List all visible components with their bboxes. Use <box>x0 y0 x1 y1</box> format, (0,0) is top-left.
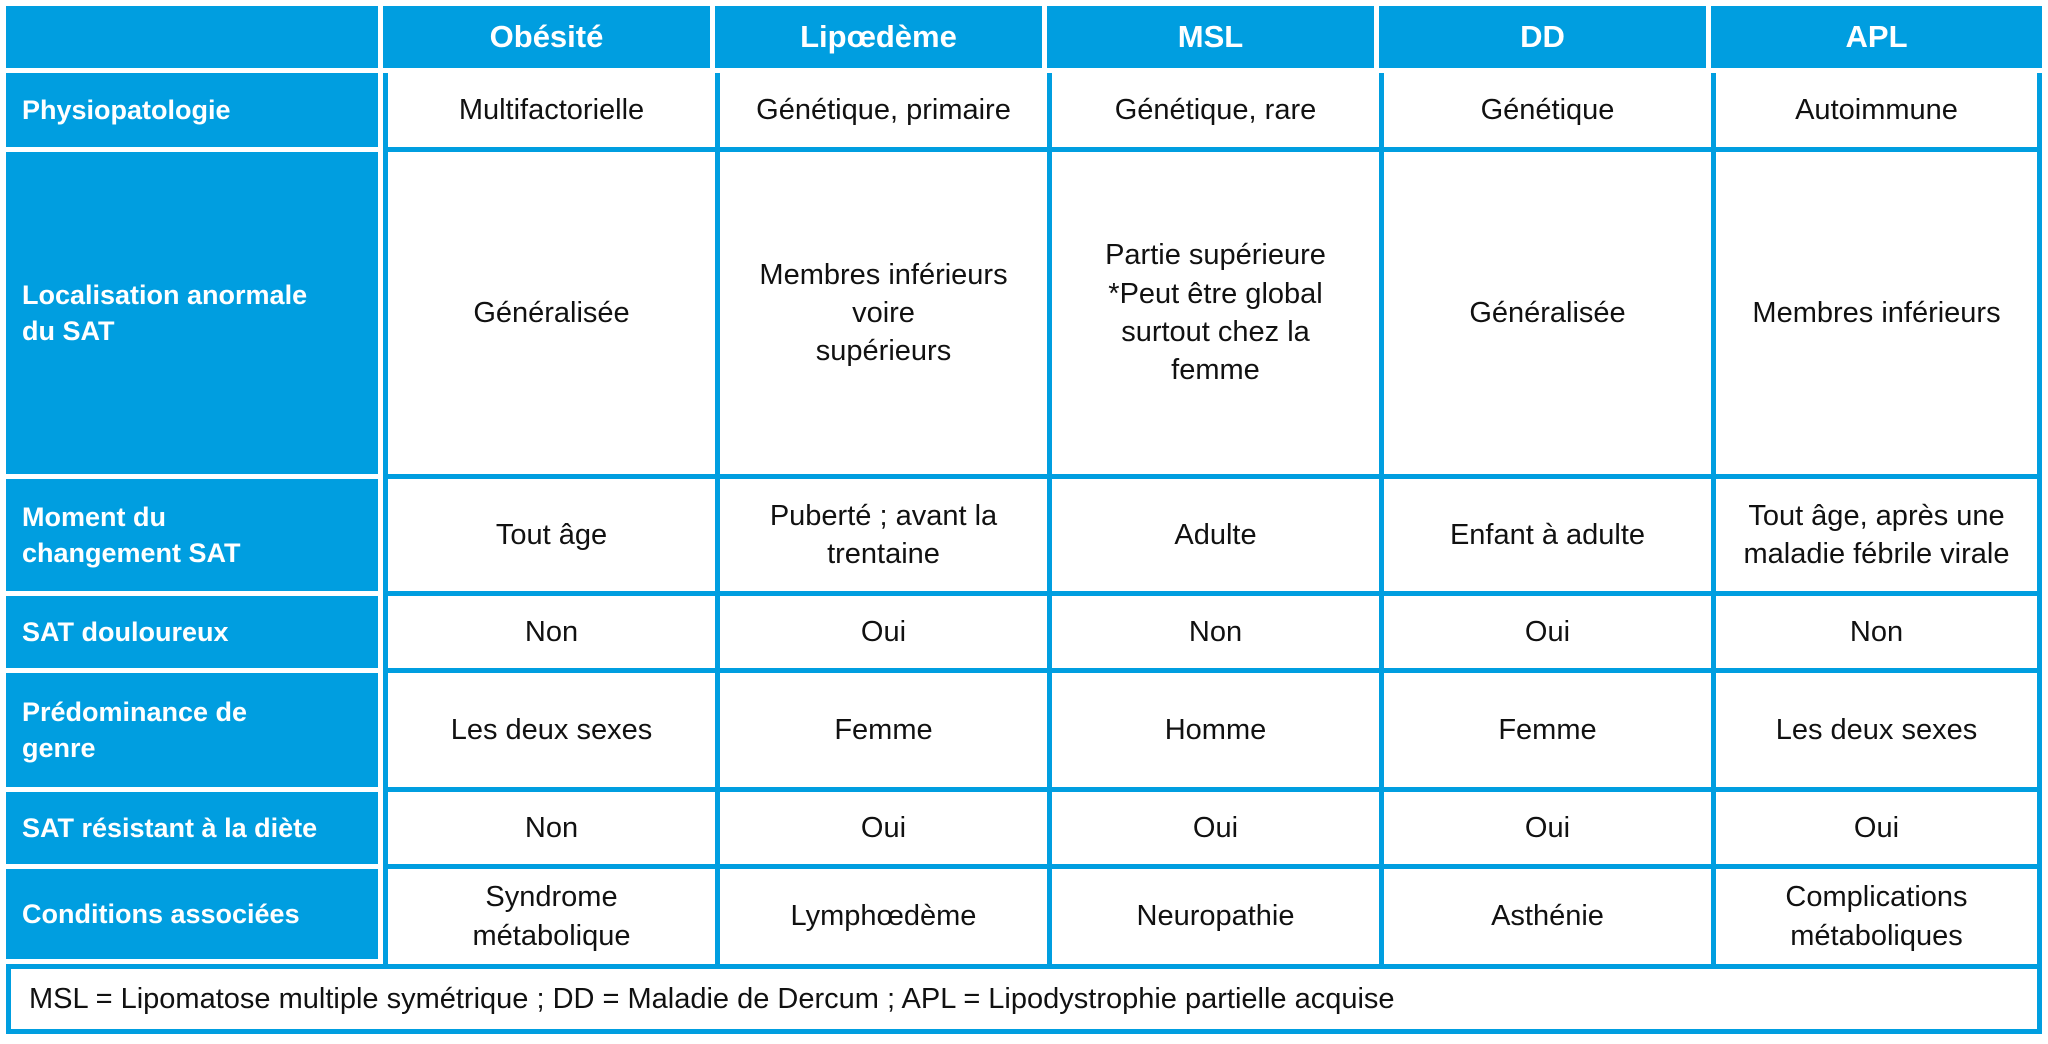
table-cell: Femme <box>715 673 1047 792</box>
column-header-lipoedeme: Lipœdème <box>715 6 1047 73</box>
table-cell: Neuropathie <box>1047 869 1379 964</box>
table-cell: Enfant à adulte <box>1379 479 1711 596</box>
column-header-dd: DD <box>1379 6 1711 73</box>
row-label-physiopatologie: Physiopatologie <box>6 73 383 152</box>
table-cell: Homme <box>1047 673 1379 792</box>
table-cell: Oui <box>1379 596 1711 673</box>
corner-cell <box>6 6 383 73</box>
row-label-conditions-associees: Conditions associées <box>6 869 383 964</box>
table-cell: Les deux sexes <box>383 673 715 792</box>
table-cell: Génétique, rare <box>1047 73 1379 152</box>
table-cell: Puberté ; avant la trentaine <box>715 479 1047 596</box>
header-row: Obésité Lipœdème MSL DD APL <box>6 6 2042 73</box>
table-cell: Oui <box>715 596 1047 673</box>
table-cell: Membres inférieurs <box>1711 152 2042 479</box>
table-cell: Femme <box>1379 673 1711 792</box>
table-cell: Adulte <box>1047 479 1379 596</box>
diagnostic-table: Obésité Lipœdème MSL DD APL Physiopatolo… <box>6 6 2042 1034</box>
table-cell: Syndrome métabolique <box>383 869 715 964</box>
table-cell: Oui <box>1379 792 1711 869</box>
table-cell: Complications métaboliques <box>1711 869 2042 964</box>
table-row: SAT douloureux Non Oui Non Oui Non <box>6 596 2042 673</box>
table-cell: Non <box>383 792 715 869</box>
table-row: Prédominance de genre Les deux sexes Fem… <box>6 673 2042 792</box>
table-cell: Tout âge <box>383 479 715 596</box>
row-label-localisation-anormale-du-sat: Localisation anormale du SAT <box>6 152 383 479</box>
table-cell: Les deux sexes <box>1711 673 2042 792</box>
table-cell: Oui <box>1711 792 2042 869</box>
table-cell: Oui <box>715 792 1047 869</box>
table-cell: Lymphœdème <box>715 869 1047 964</box>
row-label-sat-resistant-a-la-diete: SAT résistant à la diète <box>6 792 383 869</box>
table-cell: Non <box>1711 596 2042 673</box>
abbreviations-note: MSL = Lipomatose multiple symétrique ; D… <box>6 964 2042 1034</box>
table-cell: Oui <box>1047 792 1379 869</box>
column-header-msl: MSL <box>1047 6 1379 73</box>
column-header-apl: APL <box>1711 6 2042 73</box>
table-row: SAT résistant à la diète Non Oui Oui Oui… <box>6 792 2042 869</box>
table-row: Moment du changement SAT Tout âge Pubert… <box>6 479 2042 596</box>
table-cell: Non <box>1047 596 1379 673</box>
table-cell: Asthénie <box>1379 869 1711 964</box>
table-cell: Partie supérieure *Peut être global surt… <box>1047 152 1379 479</box>
table-row: Physiopatologie Multifactorielle Génétiq… <box>6 73 2042 152</box>
table-cell: Non <box>383 596 715 673</box>
column-header-obesite: Obésité <box>383 6 715 73</box>
table-cell: Autoimmune <box>1711 73 2042 152</box>
row-label-sat-douloureux: SAT douloureux <box>6 596 383 673</box>
table-row: Conditions associées Syndrome métaboliqu… <box>6 869 2042 964</box>
row-label-predominance-de-genre: Prédominance de genre <box>6 673 383 792</box>
table-cell: Génétique <box>1379 73 1711 152</box>
table-cell: Génétique, primaire <box>715 73 1047 152</box>
table-row: Localisation anormale du SAT Généralisée… <box>6 152 2042 479</box>
table-cell: Tout âge, après une maladie fébrile vira… <box>1711 479 2042 596</box>
footnote-row: MSL = Lipomatose multiple symétrique ; D… <box>6 964 2042 1034</box>
row-label-moment-du-changement-sat: Moment du changement SAT <box>6 479 383 596</box>
table-cell: Membres inférieurs voire supérieurs <box>715 152 1047 479</box>
table-cell: Généralisée <box>1379 152 1711 479</box>
table-cell: Généralisée <box>383 152 715 479</box>
table-cell: Multifactorielle <box>383 73 715 152</box>
